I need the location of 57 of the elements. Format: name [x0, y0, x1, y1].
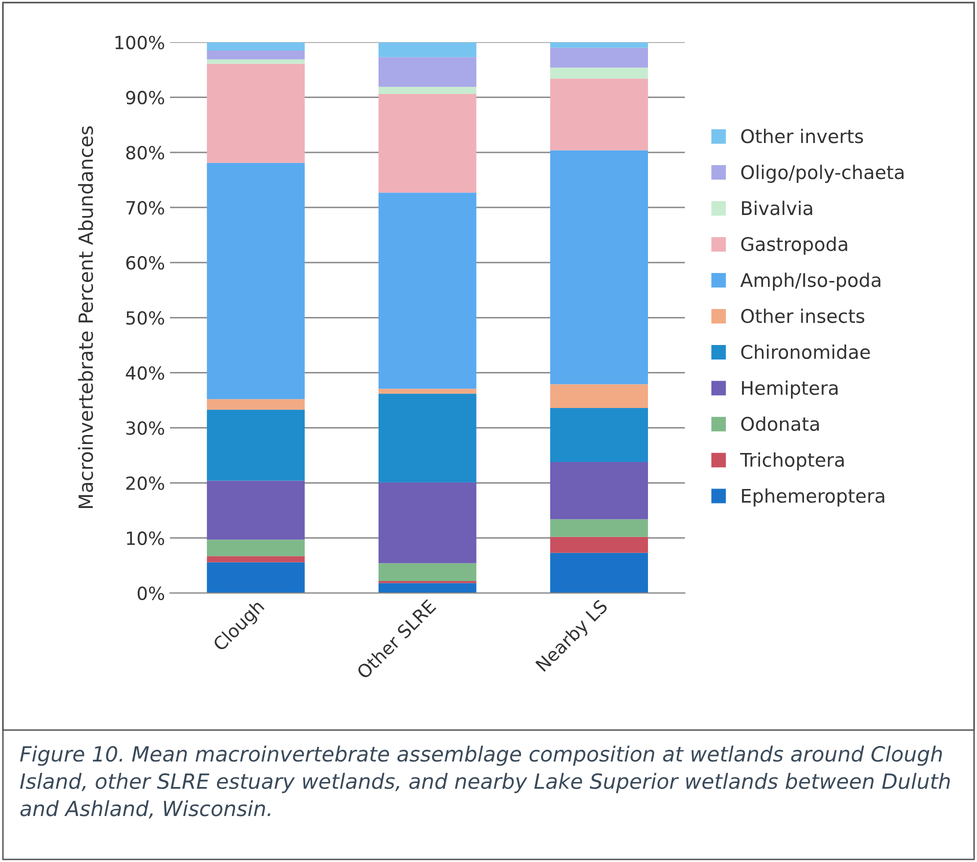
- bar: [378, 563, 476, 581]
- legend-label: Other inverts: [741, 128, 864, 144]
- bar: [206, 480, 305, 540]
- legend-label: Amph/Iso-poda: [740, 272, 880, 291]
- bar: [206, 59, 305, 64]
- legend-label: Trichoptera: [740, 452, 844, 471]
- bar: [206, 562, 305, 594]
- bar: [206, 42, 305, 50]
- bar: [550, 519, 648, 537]
- y-tick-label: 40%: [126, 366, 164, 380]
- bar: [550, 552, 648, 594]
- bar: [550, 536, 648, 553]
- bar: [378, 580, 476, 584]
- bar: [206, 540, 305, 556]
- legend-label: Gastropoda: [741, 236, 848, 255]
- bar: [206, 556, 305, 562]
- y-axis-title: Macroinvertebrate Percent Abundances: [78, 126, 94, 508]
- bar: [378, 86, 476, 94]
- y-tick-label: 70%: [126, 200, 164, 215]
- bar: [550, 150, 648, 384]
- y-tick-label: 10%: [126, 531, 164, 546]
- bar: [550, 78, 648, 150]
- bar: [550, 384, 648, 408]
- bar: [550, 462, 648, 520]
- legend-label: Bivalvia: [742, 200, 812, 216]
- y-tick-label: 100%: [116, 36, 164, 50]
- legend-label: Oligo/poly-chaeta: [741, 164, 904, 183]
- bar: [206, 162, 305, 400]
- bar: [550, 408, 648, 462]
- bar: [378, 42, 476, 58]
- bar: [206, 410, 305, 481]
- y-tick-label: 20%: [126, 476, 164, 490]
- bar: [206, 399, 305, 410]
- bar: [378, 57, 476, 87]
- y-tick-label: 90%: [126, 90, 164, 104]
- bar: [378, 482, 476, 564]
- y-tick-label: 50%: [126, 311, 164, 325]
- bar: [206, 50, 305, 60]
- legend-label: Hemiptera: [742, 380, 838, 399]
- bar: [550, 68, 648, 79]
- y-tick-label: 30%: [126, 421, 164, 435]
- y-tick-label: 60%: [126, 256, 164, 270]
- bar: [378, 388, 476, 394]
- legend-label: Chironomidae: [741, 344, 870, 360]
- y-tick-label: 80%: [126, 146, 164, 160]
- bar: [206, 64, 305, 163]
- bar: [550, 48, 648, 68]
- caption: Figure 10. Mean macroinvertebrate assemblage composition at wetlands around Clough Island, other SLRE estuary wetlands, and nearby Lake Superior wetlands between Duluth and Ashland, Wisconsin.: [20, 746, 950, 818]
- legend-label: Odonata: [741, 416, 819, 431]
- legend-label: Ephemeroptera: [742, 488, 884, 507]
- bar: [378, 583, 476, 594]
- bar: [378, 94, 476, 193]
- bar: [378, 192, 476, 389]
- bar: [550, 42, 648, 48]
- y-tick-label: 0%: [138, 586, 164, 600]
- bar: [378, 394, 476, 482]
- legend-label: Other insects: [741, 308, 864, 324]
